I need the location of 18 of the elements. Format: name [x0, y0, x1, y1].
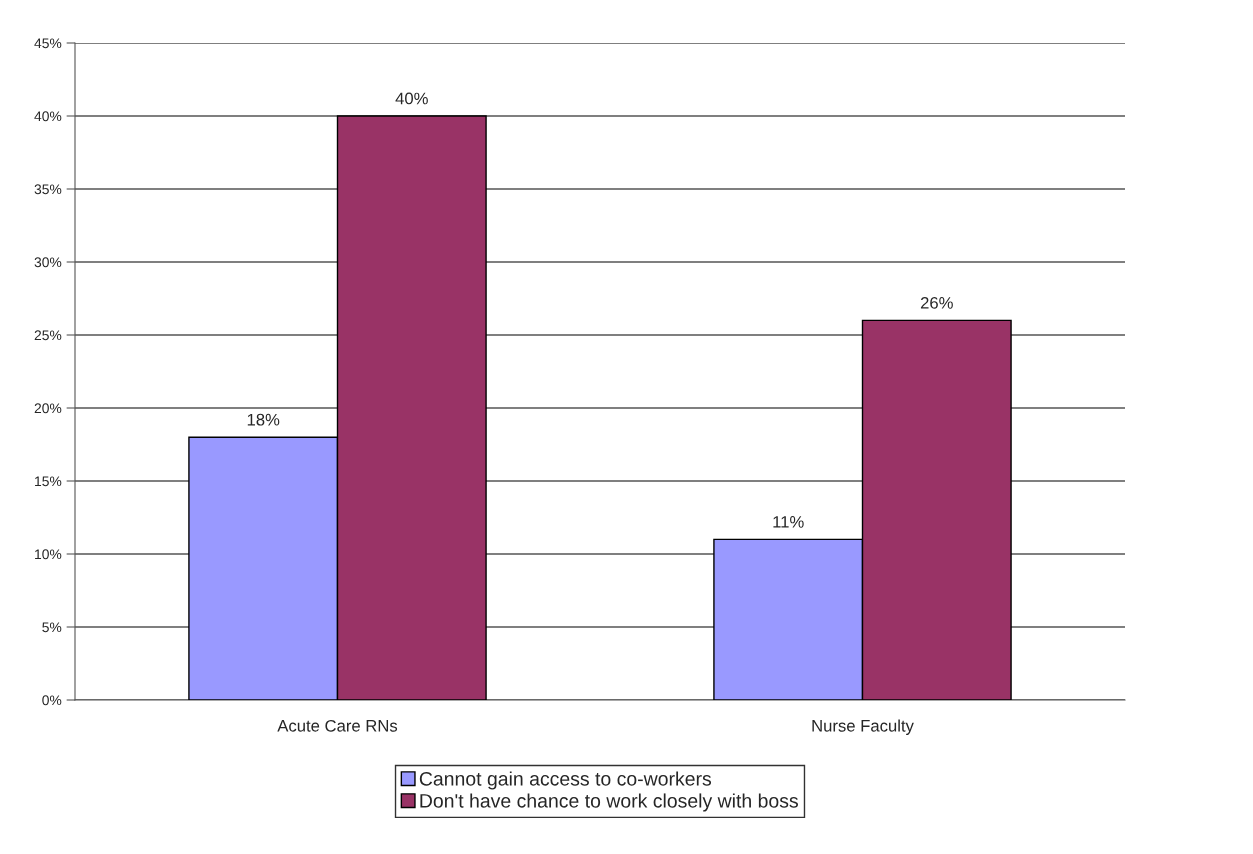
y-tick-label: 0%	[42, 695, 62, 706]
x-tick-label: Acute Care RNs	[277, 719, 398, 732]
y-tick-label: 5%	[42, 622, 62, 633]
y-tick-label: 45%	[34, 38, 62, 49]
y-tick-label: 40%	[34, 111, 62, 122]
y-tick-label: 35%	[34, 184, 62, 195]
legend-label: Don't have chance to work closely with boss	[420, 793, 798, 812]
y-tick-label: 25%	[34, 330, 62, 341]
text: 26%	[920, 296, 953, 309]
y-tick-label: 20%	[34, 403, 62, 414]
y-tick-label: 30%	[34, 257, 62, 268]
legend-label: Cannot gain access to co-workers	[419, 771, 712, 790]
x-tick-label: Nurse Faculty	[812, 719, 914, 735]
y-tick-label: 15%	[35, 476, 62, 487]
text: 11%	[773, 516, 804, 528]
y-tick-label: 10%	[35, 549, 62, 560]
text: 40%	[395, 92, 428, 105]
text: 18%	[247, 413, 280, 426]
